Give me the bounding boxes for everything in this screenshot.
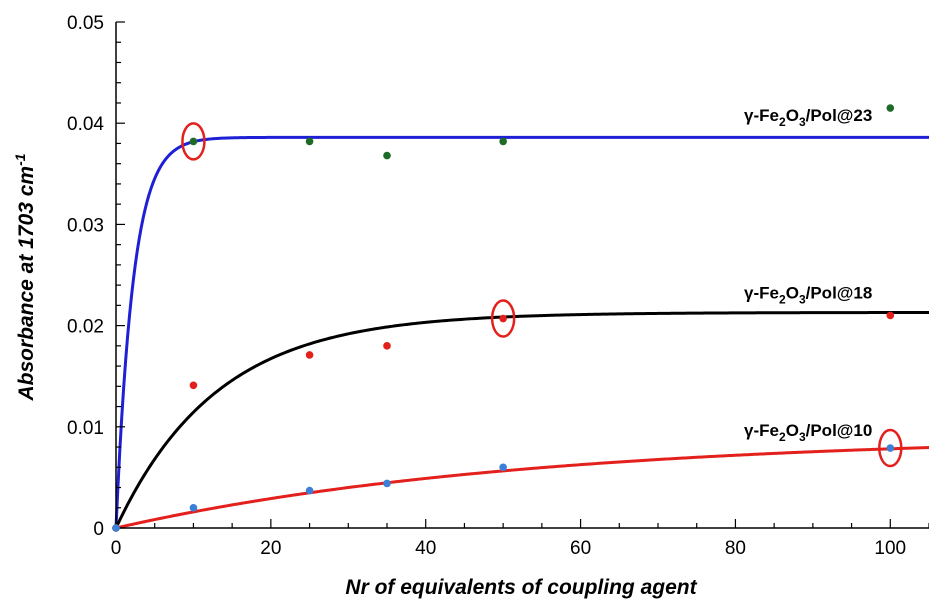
y-axis-title: Absorbance at 1703 cm-1 xyxy=(12,153,38,401)
data-point-series-2 xyxy=(189,381,198,390)
data-point-series-1 xyxy=(189,137,198,146)
x-tick-label: 20 xyxy=(260,538,281,559)
x-axis-title: Nr of equivalents of coupling agent xyxy=(345,576,697,599)
y-tick-label: 0.05 xyxy=(67,13,104,34)
data-point-series-1 xyxy=(499,137,507,146)
fit-curves xyxy=(114,135,929,530)
data-point-series-3 xyxy=(499,463,507,472)
series-labels: γ-Fe2O3/Pol@23 γ-Fe2O3/Pol@18 γ-Fe2O3/Pol@… xyxy=(744,106,872,444)
data-point-series-2 xyxy=(305,351,314,359)
y-tick-label: 0.02 xyxy=(67,317,104,338)
data-point-series-2 xyxy=(886,311,895,320)
series-label-1: γ-Fe2O3/Pol@23 xyxy=(744,106,872,129)
fit-curve-3 xyxy=(115,446,929,530)
data-point-series-3 xyxy=(305,486,314,495)
data-point-series-1 xyxy=(305,137,314,146)
data-point-series-3 xyxy=(112,524,120,532)
data-points xyxy=(112,104,895,532)
data-point-series-2 xyxy=(499,314,507,323)
data-point-series-3 xyxy=(383,479,391,488)
axes: 0 0.01 0.02 0.03 0.04 0.05 0 20 40 60 80 100 xyxy=(67,13,929,559)
y-tick-label: 0.03 xyxy=(67,215,104,236)
series-label-3: γ-Fe2O3/Pol@10 xyxy=(744,421,872,444)
series-label-2: γ-Fe2O3/Pol@18 xyxy=(744,283,872,306)
highlight-circle xyxy=(181,122,206,161)
data-point-series-3 xyxy=(189,503,198,512)
data-point-series-2 xyxy=(383,342,391,350)
x-tick-label: 40 xyxy=(415,538,436,559)
x-tick-label: 0 xyxy=(111,538,122,559)
data-point-series-1 xyxy=(886,104,895,112)
x-tick-label: 60 xyxy=(570,538,591,559)
y-tick-label: 0 xyxy=(93,519,104,540)
data-point-series-1 xyxy=(383,151,391,160)
x-tick-label: 80 xyxy=(725,538,746,559)
highlight-circle xyxy=(490,299,516,338)
y-tick-label: 0.01 xyxy=(67,418,104,439)
x-tick-label: 100 xyxy=(874,538,906,559)
fit-curve-2 xyxy=(114,311,929,529)
fit-curve-1 xyxy=(114,135,929,529)
highlight-circle xyxy=(878,428,903,468)
highlight-circles xyxy=(181,122,903,468)
y-tick-label: 0.04 xyxy=(67,114,104,135)
data-point-series-3 xyxy=(886,444,895,452)
